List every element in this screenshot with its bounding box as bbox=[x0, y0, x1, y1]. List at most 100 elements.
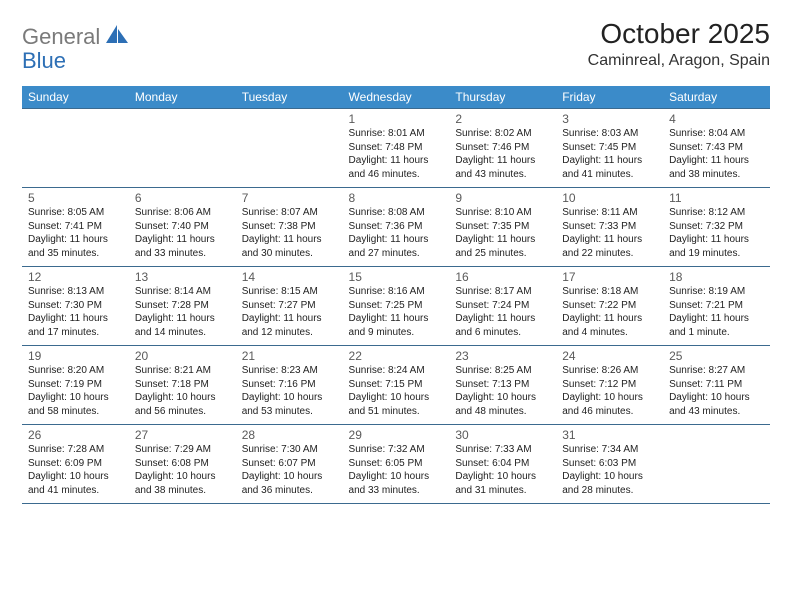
day-number: 5 bbox=[28, 191, 123, 205]
brand-part1: General bbox=[22, 24, 100, 50]
day-number: 25 bbox=[669, 349, 764, 363]
day-info: Sunrise: 8:27 AMSunset: 7:11 PMDaylight:… bbox=[669, 364, 764, 418]
day-number: 19 bbox=[28, 349, 123, 363]
day-info: Sunrise: 7:29 AMSunset: 6:08 PMDaylight:… bbox=[135, 443, 230, 497]
day-header: Saturday bbox=[663, 86, 770, 109]
day-number: 14 bbox=[242, 270, 337, 284]
day-info: Sunrise: 8:19 AMSunset: 7:21 PMDaylight:… bbox=[669, 285, 764, 339]
day-number: 9 bbox=[455, 191, 550, 205]
day-header: Thursday bbox=[449, 86, 556, 109]
calendar-empty-cell bbox=[129, 109, 236, 188]
day-number: 31 bbox=[562, 428, 657, 442]
day-info: Sunrise: 7:33 AMSunset: 6:04 PMDaylight:… bbox=[455, 443, 550, 497]
calendar-week-row: 1Sunrise: 8:01 AMSunset: 7:48 PMDaylight… bbox=[22, 109, 770, 188]
calendar-day-cell: 4Sunrise: 8:04 AMSunset: 7:43 PMDaylight… bbox=[663, 109, 770, 188]
calendar-day-cell: 17Sunrise: 8:18 AMSunset: 7:22 PMDayligh… bbox=[556, 267, 663, 346]
day-info: Sunrise: 8:16 AMSunset: 7:25 PMDaylight:… bbox=[349, 285, 444, 339]
page-title: October 2025 bbox=[588, 18, 770, 50]
calendar-day-cell: 27Sunrise: 7:29 AMSunset: 6:08 PMDayligh… bbox=[129, 425, 236, 504]
day-info: Sunrise: 8:18 AMSunset: 7:22 PMDaylight:… bbox=[562, 285, 657, 339]
day-header: Friday bbox=[556, 86, 663, 109]
day-number: 1 bbox=[349, 112, 444, 126]
day-info: Sunrise: 8:24 AMSunset: 7:15 PMDaylight:… bbox=[349, 364, 444, 418]
day-info: Sunrise: 8:05 AMSunset: 7:41 PMDaylight:… bbox=[28, 206, 123, 260]
day-info: Sunrise: 8:17 AMSunset: 7:24 PMDaylight:… bbox=[455, 285, 550, 339]
sail-icon bbox=[106, 25, 128, 50]
day-number: 29 bbox=[349, 428, 444, 442]
calendar-day-cell: 31Sunrise: 7:34 AMSunset: 6:03 PMDayligh… bbox=[556, 425, 663, 504]
day-number: 24 bbox=[562, 349, 657, 363]
calendar-empty-cell bbox=[663, 425, 770, 504]
calendar-day-cell: 1Sunrise: 8:01 AMSunset: 7:48 PMDaylight… bbox=[343, 109, 450, 188]
day-info: Sunrise: 8:15 AMSunset: 7:27 PMDaylight:… bbox=[242, 285, 337, 339]
day-info: Sunrise: 8:11 AMSunset: 7:33 PMDaylight:… bbox=[562, 206, 657, 260]
calendar-day-cell: 9Sunrise: 8:10 AMSunset: 7:35 PMDaylight… bbox=[449, 188, 556, 267]
calendar-day-cell: 19Sunrise: 8:20 AMSunset: 7:19 PMDayligh… bbox=[22, 346, 129, 425]
calendar-day-cell: 29Sunrise: 7:32 AMSunset: 6:05 PMDayligh… bbox=[343, 425, 450, 504]
calendar-day-cell: 25Sunrise: 8:27 AMSunset: 7:11 PMDayligh… bbox=[663, 346, 770, 425]
day-number: 27 bbox=[135, 428, 230, 442]
calendar-day-cell: 23Sunrise: 8:25 AMSunset: 7:13 PMDayligh… bbox=[449, 346, 556, 425]
day-info: Sunrise: 8:10 AMSunset: 7:35 PMDaylight:… bbox=[455, 206, 550, 260]
day-info: Sunrise: 8:08 AMSunset: 7:36 PMDaylight:… bbox=[349, 206, 444, 260]
calendar-day-cell: 16Sunrise: 8:17 AMSunset: 7:24 PMDayligh… bbox=[449, 267, 556, 346]
day-info: Sunrise: 8:04 AMSunset: 7:43 PMDaylight:… bbox=[669, 127, 764, 181]
calendar-day-cell: 21Sunrise: 8:23 AMSunset: 7:16 PMDayligh… bbox=[236, 346, 343, 425]
day-number: 6 bbox=[135, 191, 230, 205]
day-number: 13 bbox=[135, 270, 230, 284]
day-header: Wednesday bbox=[343, 86, 450, 109]
calendar-day-cell: 20Sunrise: 8:21 AMSunset: 7:18 PMDayligh… bbox=[129, 346, 236, 425]
day-number: 10 bbox=[562, 191, 657, 205]
calendar-day-cell: 14Sunrise: 8:15 AMSunset: 7:27 PMDayligh… bbox=[236, 267, 343, 346]
day-info: Sunrise: 8:12 AMSunset: 7:32 PMDaylight:… bbox=[669, 206, 764, 260]
day-number: 22 bbox=[349, 349, 444, 363]
calendar-body: 1Sunrise: 8:01 AMSunset: 7:48 PMDaylight… bbox=[22, 109, 770, 504]
calendar-day-cell: 3Sunrise: 8:03 AMSunset: 7:45 PMDaylight… bbox=[556, 109, 663, 188]
calendar-day-cell: 15Sunrise: 8:16 AMSunset: 7:25 PMDayligh… bbox=[343, 267, 450, 346]
day-info: Sunrise: 7:32 AMSunset: 6:05 PMDaylight:… bbox=[349, 443, 444, 497]
day-number: 12 bbox=[28, 270, 123, 284]
calendar-day-cell: 26Sunrise: 7:28 AMSunset: 6:09 PMDayligh… bbox=[22, 425, 129, 504]
day-info: Sunrise: 8:21 AMSunset: 7:18 PMDaylight:… bbox=[135, 364, 230, 418]
day-number: 15 bbox=[349, 270, 444, 284]
calendar-day-cell: 7Sunrise: 8:07 AMSunset: 7:38 PMDaylight… bbox=[236, 188, 343, 267]
calendar-day-cell: 5Sunrise: 8:05 AMSunset: 7:41 PMDaylight… bbox=[22, 188, 129, 267]
calendar-header: SundayMondayTuesdayWednesdayThursdayFrid… bbox=[22, 86, 770, 109]
calendar-day-cell: 10Sunrise: 8:11 AMSunset: 7:33 PMDayligh… bbox=[556, 188, 663, 267]
day-info: Sunrise: 8:01 AMSunset: 7:48 PMDaylight:… bbox=[349, 127, 444, 181]
calendar-day-cell: 13Sunrise: 8:14 AMSunset: 7:28 PMDayligh… bbox=[129, 267, 236, 346]
day-info: Sunrise: 8:25 AMSunset: 7:13 PMDaylight:… bbox=[455, 364, 550, 418]
calendar-week-row: 26Sunrise: 7:28 AMSunset: 6:09 PMDayligh… bbox=[22, 425, 770, 504]
day-number: 18 bbox=[669, 270, 764, 284]
calendar-day-cell: 22Sunrise: 8:24 AMSunset: 7:15 PMDayligh… bbox=[343, 346, 450, 425]
day-info: Sunrise: 8:07 AMSunset: 7:38 PMDaylight:… bbox=[242, 206, 337, 260]
calendar-week-row: 19Sunrise: 8:20 AMSunset: 7:19 PMDayligh… bbox=[22, 346, 770, 425]
calendar-day-cell: 30Sunrise: 7:33 AMSunset: 6:04 PMDayligh… bbox=[449, 425, 556, 504]
day-info: Sunrise: 8:06 AMSunset: 7:40 PMDaylight:… bbox=[135, 206, 230, 260]
calendar-day-cell: 12Sunrise: 8:13 AMSunset: 7:30 PMDayligh… bbox=[22, 267, 129, 346]
calendar-table: SundayMondayTuesdayWednesdayThursdayFrid… bbox=[22, 86, 770, 504]
day-number: 11 bbox=[669, 191, 764, 205]
calendar-week-row: 12Sunrise: 8:13 AMSunset: 7:30 PMDayligh… bbox=[22, 267, 770, 346]
day-header: Tuesday bbox=[236, 86, 343, 109]
day-info: Sunrise: 8:20 AMSunset: 7:19 PMDaylight:… bbox=[28, 364, 123, 418]
calendar-day-cell: 2Sunrise: 8:02 AMSunset: 7:46 PMDaylight… bbox=[449, 109, 556, 188]
day-info: Sunrise: 8:14 AMSunset: 7:28 PMDaylight:… bbox=[135, 285, 230, 339]
calendar-empty-cell bbox=[236, 109, 343, 188]
calendar-day-cell: 18Sunrise: 8:19 AMSunset: 7:21 PMDayligh… bbox=[663, 267, 770, 346]
day-info: Sunrise: 8:03 AMSunset: 7:45 PMDaylight:… bbox=[562, 127, 657, 181]
calendar-week-row: 5Sunrise: 8:05 AMSunset: 7:41 PMDaylight… bbox=[22, 188, 770, 267]
calendar-day-cell: 8Sunrise: 8:08 AMSunset: 7:36 PMDaylight… bbox=[343, 188, 450, 267]
day-number: 17 bbox=[562, 270, 657, 284]
day-number: 28 bbox=[242, 428, 337, 442]
calendar-day-cell: 6Sunrise: 8:06 AMSunset: 7:40 PMDaylight… bbox=[129, 188, 236, 267]
day-header: Monday bbox=[129, 86, 236, 109]
calendar-day-cell: 28Sunrise: 7:30 AMSunset: 6:07 PMDayligh… bbox=[236, 425, 343, 504]
day-info: Sunrise: 7:28 AMSunset: 6:09 PMDaylight:… bbox=[28, 443, 123, 497]
day-header: Sunday bbox=[22, 86, 129, 109]
day-number: 4 bbox=[669, 112, 764, 126]
day-number: 21 bbox=[242, 349, 337, 363]
day-number: 26 bbox=[28, 428, 123, 442]
calendar-page: General October 2025 Caminreal, Aragon, … bbox=[0, 0, 792, 522]
day-number: 8 bbox=[349, 191, 444, 205]
